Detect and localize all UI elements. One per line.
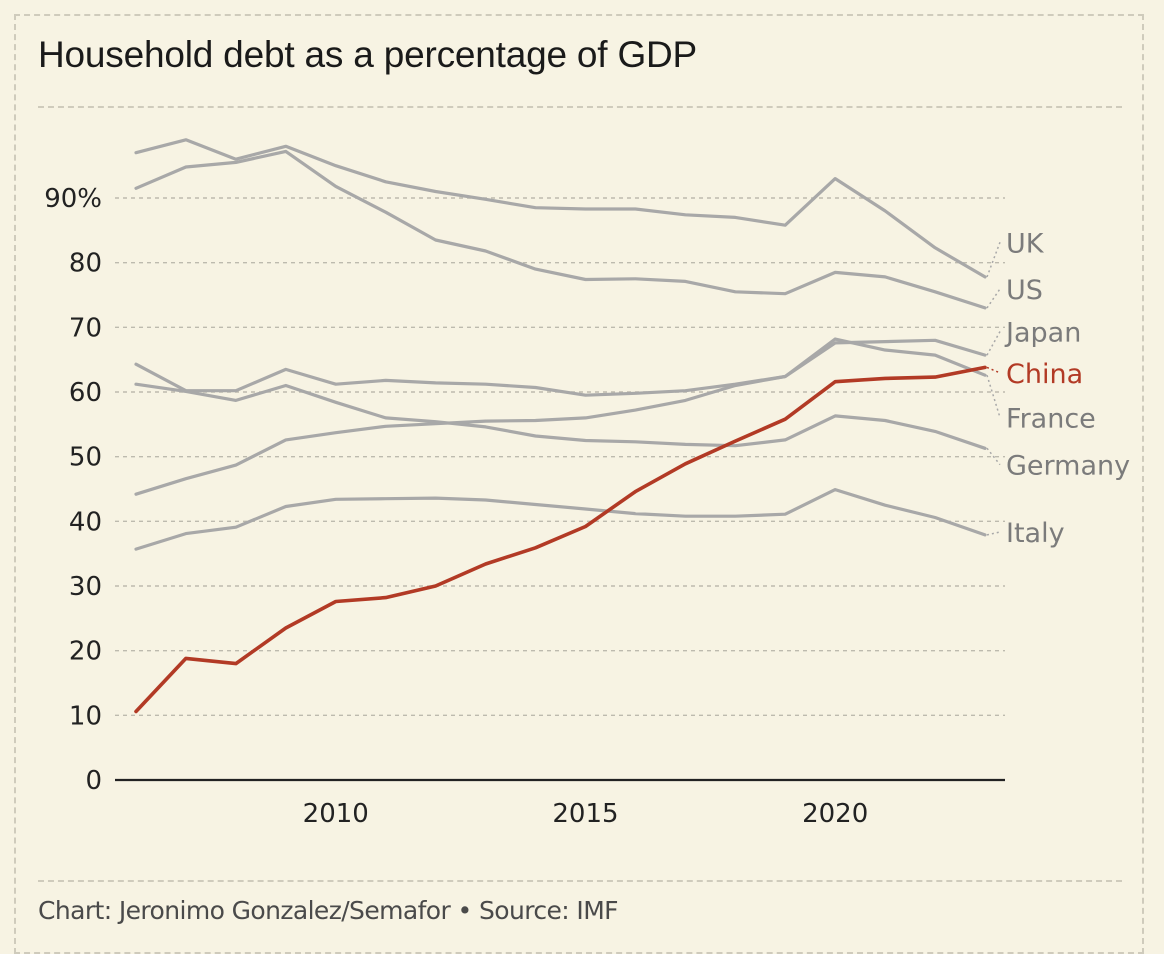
series-line-us: [134, 149, 987, 310]
label-leader-germany: [986, 447, 1001, 466]
series-labels: UK US Japan China France Germany Italy: [986, 228, 1130, 549]
y-tick-label: 80: [69, 249, 102, 279]
series-line-germany: [134, 382, 987, 450]
series-line-italy: [134, 488, 987, 551]
x-tick-label: 2020: [802, 799, 868, 829]
series-label-china: China: [1006, 359, 1083, 390]
x-tick-label: 2015: [552, 799, 618, 829]
chart-title: Household debt as a percentage of GDP: [38, 34, 698, 75]
chart-source-credit: Chart: Jeronimo Gonzalez/Semafor • Sourc…: [38, 896, 619, 925]
y-tick-label: 0: [85, 766, 102, 796]
label-leader-italy: [986, 531, 1001, 536]
y-tick-label: 60: [69, 378, 102, 408]
series-line-china: [134, 365, 987, 714]
x-axis: 2010 2015 2020: [303, 799, 869, 829]
footer-divider: [38, 880, 1122, 882]
series-label-france: France: [1006, 404, 1096, 435]
label-leader-japan: [986, 331, 1001, 356]
series-label-germany: Germany: [1006, 451, 1130, 482]
gridlines: [115, 197, 1005, 782]
series-line-france: [134, 337, 987, 496]
y-tick-label: 70: [69, 313, 102, 343]
y-tick-label: 90%: [44, 184, 102, 214]
series-lines: [134, 138, 987, 714]
x-tick-label: 2010: [303, 799, 369, 829]
y-tick-label: 50: [69, 443, 102, 473]
label-leader-china: [986, 366, 1001, 374]
label-leader-us: [986, 288, 1001, 309]
label-leader-france: [986, 374, 1001, 418]
y-tick-label: 30: [69, 572, 102, 602]
series-line-japan: [134, 338, 987, 397]
series-line-uk: [134, 138, 987, 279]
y-tick-label: 20: [69, 637, 102, 667]
label-leader-uk: [986, 242, 1001, 278]
y-tick-label: 10: [69, 701, 102, 731]
y-tick-label: 40: [69, 507, 102, 537]
series-label-italy: Italy: [1006, 518, 1065, 549]
y-axis: 0 10 20 30 40 50 60 70 80 90%: [44, 184, 102, 796]
series-label-us: US: [1006, 275, 1043, 306]
title-divider: [38, 106, 1122, 108]
series-label-uk: UK: [1006, 228, 1045, 259]
series-label-japan: Japan: [1004, 318, 1081, 349]
